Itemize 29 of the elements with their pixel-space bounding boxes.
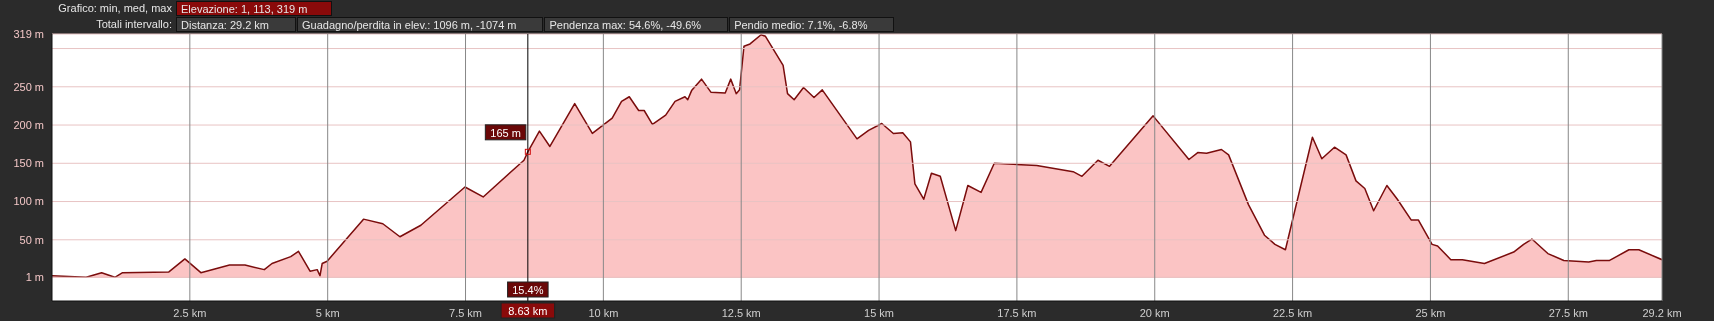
x-tick-label: 20 km: [1139, 306, 1170, 319]
text: Distanza: 29.2 km: [176, 17, 297, 32]
x-tick-label: 7.5 km: [449, 306, 483, 319]
y-tick-label: 319 m: [13, 27, 44, 40]
x-tick-label: 5 km: [315, 306, 340, 319]
y-tick-label: 100 m: [13, 195, 44, 208]
text: Pendio medio: 7.1%, -6.8%: [729, 17, 895, 32]
x-tick-label: 25 km: [1415, 306, 1446, 319]
annotation: 15.4%: [512, 284, 544, 296]
x-tick-label: 2.5 km: [173, 306, 207, 319]
ref-line-label: 8.63 km: [508, 305, 548, 317]
text: Elevazione: 1, 113, 319 m: [176, 1, 333, 16]
text: Guadagno/perdita in elev.: 1096 m, -1074 m: [297, 17, 544, 32]
x-tick-label: 10 km: [588, 306, 619, 319]
x-tick-label: 29.2 km: [1642, 306, 1682, 319]
text: Totali intervallo:: [96, 18, 172, 30]
x-tick-label: 12.5 km: [721, 306, 761, 319]
x-tick-label: 17.5 km: [997, 306, 1037, 319]
text: Grafico: min, med, max: [57, 1, 173, 16]
x-tick-label: 22.5 km: [1273, 306, 1313, 319]
x-tick-label: 15 km: [864, 306, 895, 319]
text: Pendenza max: 54.6%, -49.6%: [544, 17, 729, 32]
y-tick-label: 250 m: [13, 80, 44, 93]
x-tick-label: 27.5 km: [1548, 306, 1588, 319]
y-tick-label: 1 m: [25, 271, 44, 284]
y-tick-label: 200 m: [13, 118, 44, 131]
y-tick-label: 150 m: [13, 157, 44, 170]
y-tick-label: 50 m: [19, 233, 44, 246]
annotation: 165 m: [490, 126, 521, 139]
